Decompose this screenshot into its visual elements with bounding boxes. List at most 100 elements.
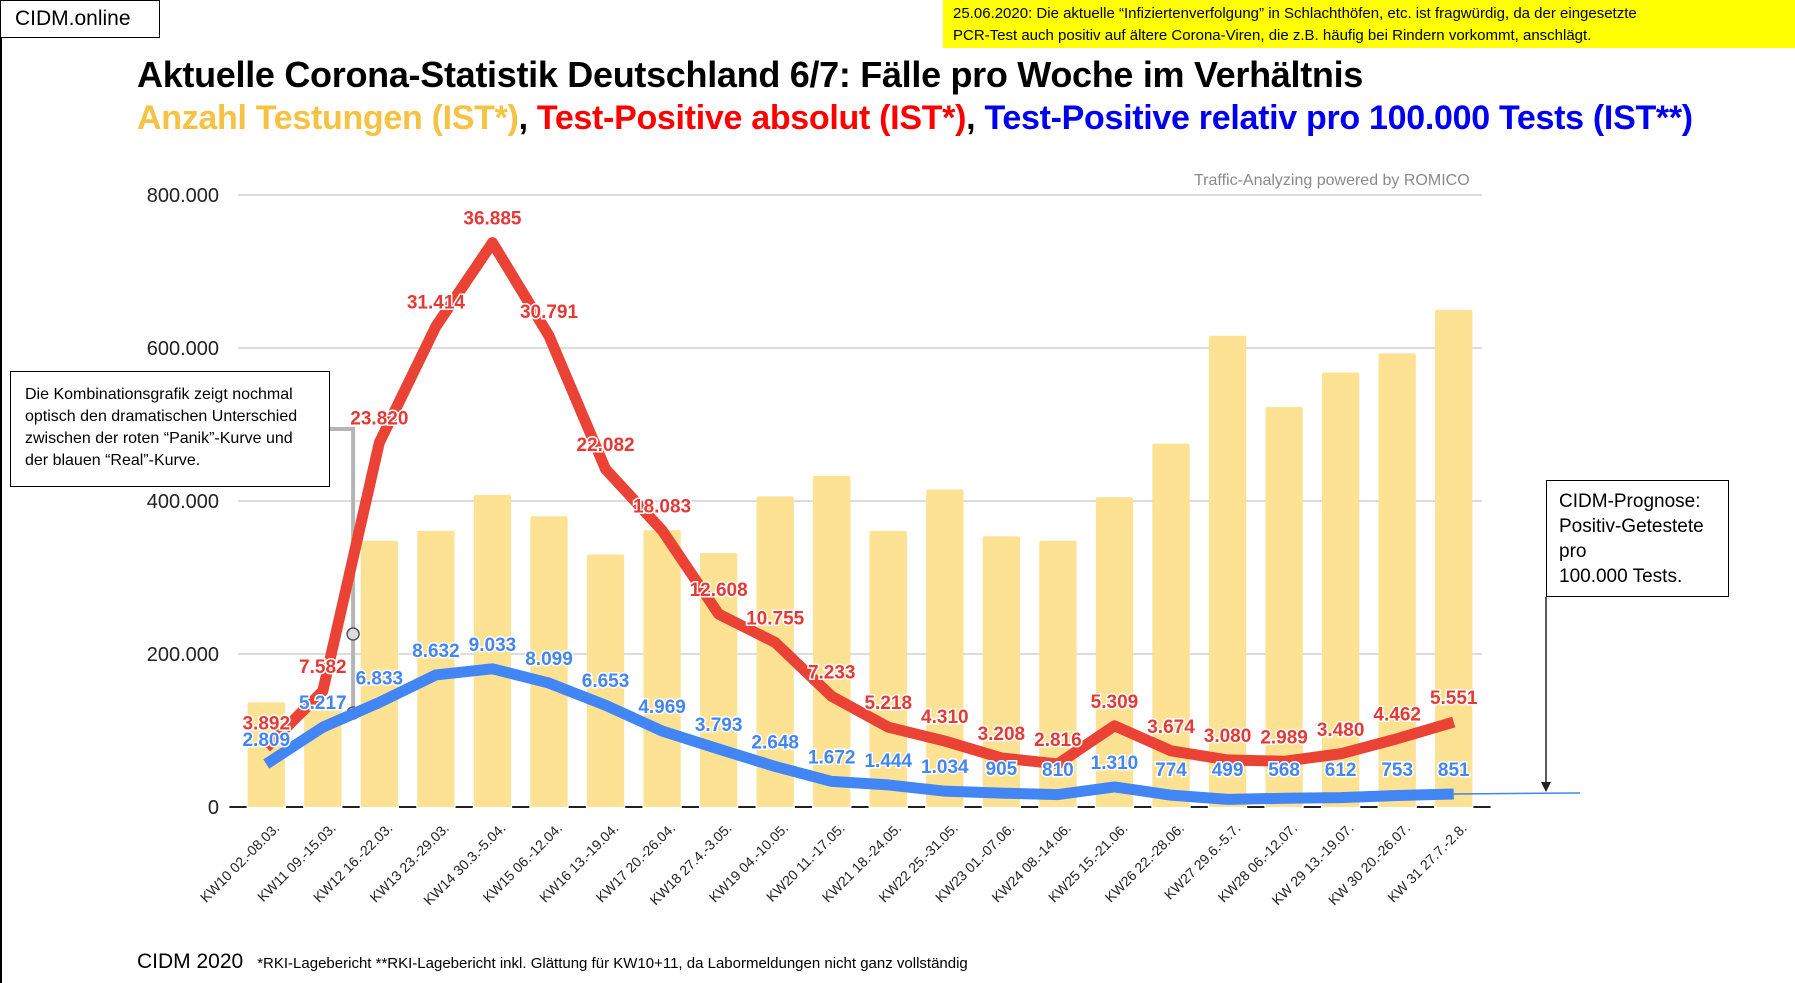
data-label-blue: 753 [1381, 760, 1413, 781]
bar [982, 536, 1021, 807]
data-label-red: 3.480 [1317, 720, 1365, 741]
subtitle-tests: Anzahl Testungen (IST*) [137, 99, 519, 137]
subtitle-positive-absolute: Test-Positive absolut (IST*) [536, 99, 967, 137]
data-label-blue: 3.793 [695, 715, 743, 736]
footer-notes: *RKI-Lagebericht **RKI-Lagebericht inkl.… [257, 955, 968, 972]
annotation-line: 100.000 Tests. [1559, 566, 1683, 587]
data-label-red: 5.218 [864, 693, 912, 714]
data-label-blue: 2.648 [751, 732, 799, 753]
data-label-red: 23.820 [350, 409, 408, 430]
bar [360, 540, 399, 807]
data-label-blue: 568 [1268, 760, 1300, 781]
data-label-red: 31.414 [407, 292, 466, 313]
data-label-red: 2.816 [1034, 730, 1082, 751]
notice-line-2: PCR-Test auch positiv auf ältere Corona-… [953, 27, 1592, 44]
data-label-blue: 810 [1042, 760, 1074, 781]
subtitle-separator: , [966, 99, 985, 137]
data-label-blue: 5.217 [299, 693, 347, 714]
data-label-blue: 4.969 [638, 697, 686, 718]
credit-label: Traffic-Analyzing powered by ROMICO [1194, 172, 1470, 189]
brand-label: CIDM.online [0, 0, 160, 38]
bar [926, 489, 964, 807]
data-label-red: 3.892 [242, 713, 290, 734]
data-label-blue: 8.632 [412, 641, 460, 662]
subtitle-separator: , [518, 99, 537, 137]
bar [247, 702, 285, 807]
notice-banner: 25.06.2020: Die aktuelle “Infiziertenver… [943, 0, 1795, 48]
bar [1265, 406, 1303, 807]
bar [1152, 443, 1190, 807]
data-label-blue: 1.310 [1091, 753, 1139, 774]
data-label-blue: 1.444 [864, 751, 912, 772]
arrow-down-icon [1541, 782, 1551, 792]
y-axis-ticks: 0 200.000 400.000 600.000 800.000 [147, 185, 219, 819]
annotation-line: der blauen “Real”-Kurve. [25, 452, 201, 469]
data-label-blue: 1.034 [921, 757, 969, 778]
bar [1208, 335, 1247, 807]
series-lines [262, 237, 1456, 805]
connector-line [330, 427, 356, 713]
data-label-blue: 2.809 [242, 730, 290, 751]
chart-subtitle: Anzahl Testungen (IST*), Test-Positive a… [137, 99, 1693, 138]
annotation-box-left: Die Kombinationsgrafik zeigt nochmal opt… [10, 371, 330, 487]
y-tick-label: 200.000 [147, 644, 219, 666]
bar [1039, 540, 1077, 807]
y-tick-label: 600.000 [147, 338, 219, 360]
data-label-blue: 774 [1155, 760, 1187, 781]
data-label-red: 3.080 [1204, 726, 1252, 747]
data-label-blue: 6.653 [582, 671, 630, 692]
bar [1378, 353, 1416, 807]
connector-handle [346, 627, 360, 641]
data-label-red: 12.608 [690, 580, 748, 601]
data-label-red: 5.309 [1091, 692, 1139, 713]
data-label-red: 7.582 [299, 657, 347, 678]
annotation-line: optisch den dramatischen Unterschied [25, 408, 298, 425]
bar [1435, 309, 1473, 807]
bar [417, 530, 455, 807]
data-label-red: 7.233 [808, 662, 856, 683]
data-label-red: 2.989 [1260, 727, 1308, 748]
y-tick-label: 0 [208, 797, 219, 819]
data-label-red: 3.208 [978, 724, 1026, 745]
data-label-red: 10.755 [746, 608, 805, 629]
annotation-line: Die Kombinationsgrafik zeigt nochmal [25, 386, 293, 403]
bar [1321, 372, 1360, 807]
frame-border [0, 37, 2, 983]
annotation-line: zwischen der roten “Panik”-Kurve und [25, 430, 293, 447]
data-label-blue: 851 [1438, 760, 1470, 781]
chart-title: Aktuelle Corona-Statistik Deutschland 6/… [137, 54, 1364, 95]
footer-brand: CIDM 2020 [137, 950, 244, 973]
prognosis-line [1453, 792, 1581, 795]
x-axis-ticks: KW10 02.-08.03.KW11 09.-15.03.KW12 16.-2… [197, 820, 1470, 908]
annotation-line: Positiv-Getestete [1559, 516, 1704, 537]
prognosis-marker [1453, 597, 1581, 795]
data-label-blue: 612 [1325, 760, 1357, 781]
data-label-red: 18.083 [633, 496, 691, 517]
bar [586, 554, 625, 807]
data-label-blue: 6.833 [356, 668, 404, 689]
data-label-red: 5.551 [1430, 688, 1478, 709]
data-label-red: 4.310 [921, 707, 969, 728]
line-positive-absolute [262, 237, 1456, 770]
y-tick-label: 400.000 [147, 491, 219, 513]
subtitle-positive-relative: Test-Positive relativ pro 100.000 Tests … [984, 99, 1693, 137]
data-label-red: 30.791 [520, 302, 579, 323]
data-label-red: 3.674 [1147, 717, 1195, 738]
data-labels: 3.892 7.582 23.820 31.414 36.885 30.791 22.082… [241, 207, 1479, 782]
data-label-blue: 905 [986, 759, 1018, 780]
bar [473, 494, 512, 807]
bar [813, 475, 851, 807]
footer: CIDM 2020 *RKI-Lagebericht **RKI-Lageberi… [137, 950, 968, 974]
annotation-line: CIDM-Prognose: [1559, 491, 1701, 512]
data-label-blue: 8.099 [525, 649, 573, 670]
line-positive-relative [263, 663, 1454, 805]
data-label-red: 4.462 [1373, 705, 1421, 726]
bar [643, 530, 681, 807]
data-label-blue: 499 [1212, 760, 1244, 781]
annotation-box-right: CIDM-Prognose: Positiv-Getestete pro 100… [1546, 480, 1729, 597]
annotation-line: pro [1559, 541, 1587, 562]
bar [869, 530, 907, 807]
bar [530, 516, 568, 807]
data-label-red: 22.082 [576, 435, 634, 456]
